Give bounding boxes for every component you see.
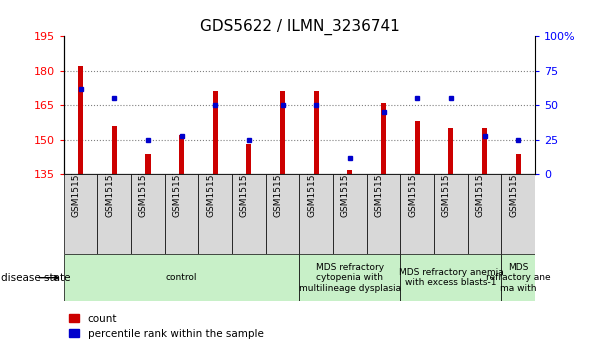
Bar	[314, 91, 319, 174]
Text: MDS refractory
cytopenia with
multilineage dysplasia: MDS refractory cytopenia with multilinea…	[299, 263, 401, 293]
Bar	[516, 154, 520, 174]
Text: GSM1515753: GSM1515753	[307, 156, 316, 217]
Bar	[246, 144, 252, 174]
Text: GSM1515751: GSM1515751	[240, 156, 249, 217]
Text: GSM1515759: GSM1515759	[510, 156, 518, 217]
Text: GSM1515747: GSM1515747	[105, 156, 114, 217]
Bar	[502, 174, 535, 254]
Title: GDS5622 / ILMN_3236741: GDS5622 / ILMN_3236741	[199, 19, 399, 35]
Text: GSM1515752: GSM1515752	[274, 156, 283, 217]
Text: GSM1515758: GSM1515758	[475, 156, 485, 217]
Bar	[448, 128, 454, 174]
Bar	[64, 174, 97, 254]
Bar	[179, 135, 184, 174]
Bar	[299, 174, 333, 254]
Bar	[299, 254, 401, 301]
Text: MDS
refractory ane
ma with: MDS refractory ane ma with	[486, 263, 550, 293]
Bar	[401, 254, 502, 301]
Bar	[112, 126, 117, 174]
Bar	[145, 154, 151, 174]
Bar	[213, 91, 218, 174]
Bar	[482, 128, 487, 174]
Bar	[266, 174, 299, 254]
Bar	[333, 174, 367, 254]
Bar	[131, 174, 165, 254]
Bar	[165, 174, 198, 254]
Bar	[64, 254, 299, 301]
Bar	[502, 254, 535, 301]
Bar	[415, 121, 420, 174]
Text: MDS refractory anemia
with excess blasts-1: MDS refractory anemia with excess blasts…	[398, 268, 503, 287]
Text: GSM1515756: GSM1515756	[408, 156, 417, 217]
Bar	[78, 66, 83, 174]
Bar	[97, 174, 131, 254]
Text: GSM1515748: GSM1515748	[139, 156, 148, 217]
Text: GSM1515746: GSM1515746	[72, 156, 81, 217]
Bar	[381, 103, 386, 174]
Text: GSM1515749: GSM1515749	[173, 156, 182, 217]
Text: GSM1515754: GSM1515754	[341, 156, 350, 217]
Bar	[198, 174, 232, 254]
Legend: count, percentile rank within the sample: count, percentile rank within the sample	[69, 314, 264, 339]
Bar	[347, 170, 353, 174]
Text: control: control	[166, 273, 198, 282]
Text: GSM1515757: GSM1515757	[442, 156, 451, 217]
Text: GSM1515750: GSM1515750	[206, 156, 215, 217]
Bar	[401, 174, 434, 254]
Bar	[434, 174, 468, 254]
Bar	[280, 91, 285, 174]
Text: disease state: disease state	[1, 273, 71, 283]
Bar	[468, 174, 502, 254]
Bar	[232, 174, 266, 254]
Text: GSM1515755: GSM1515755	[375, 156, 384, 217]
Bar	[367, 174, 401, 254]
